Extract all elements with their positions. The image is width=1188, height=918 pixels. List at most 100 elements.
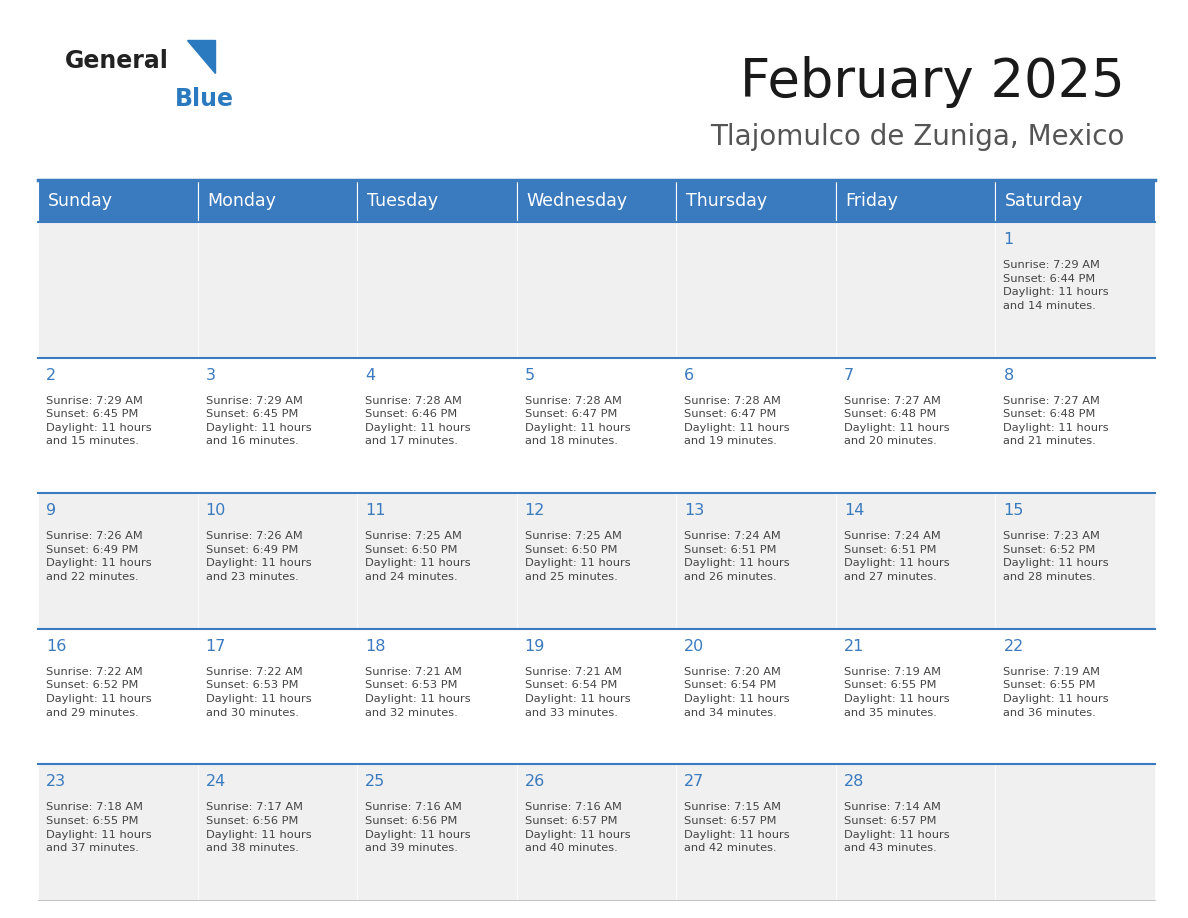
Text: 17: 17 bbox=[206, 639, 226, 654]
FancyBboxPatch shape bbox=[676, 629, 836, 765]
Text: Sunrise: 7:19 AM
Sunset: 6:55 PM
Daylight: 11 hours
and 36 minutes.: Sunrise: 7:19 AM Sunset: 6:55 PM Dayligh… bbox=[1004, 666, 1110, 718]
FancyBboxPatch shape bbox=[676, 222, 836, 358]
FancyBboxPatch shape bbox=[676, 180, 836, 222]
FancyBboxPatch shape bbox=[676, 765, 836, 900]
FancyBboxPatch shape bbox=[836, 629, 996, 765]
FancyBboxPatch shape bbox=[358, 222, 517, 358]
Text: 28: 28 bbox=[843, 775, 864, 789]
Text: 25: 25 bbox=[365, 775, 385, 789]
Text: 19: 19 bbox=[525, 639, 545, 654]
Text: 1: 1 bbox=[1004, 232, 1013, 247]
Text: Sunrise: 7:28 AM
Sunset: 6:46 PM
Daylight: 11 hours
and 17 minutes.: Sunrise: 7:28 AM Sunset: 6:46 PM Dayligh… bbox=[365, 396, 470, 446]
Text: Tlajomulco de Zuniga, Mexico: Tlajomulco de Zuniga, Mexico bbox=[710, 123, 1125, 151]
FancyBboxPatch shape bbox=[197, 493, 358, 629]
Text: 11: 11 bbox=[365, 503, 386, 518]
FancyBboxPatch shape bbox=[358, 493, 517, 629]
Text: 27: 27 bbox=[684, 775, 704, 789]
FancyBboxPatch shape bbox=[676, 358, 836, 493]
Text: 18: 18 bbox=[365, 639, 386, 654]
Text: Sunrise: 7:27 AM
Sunset: 6:48 PM
Daylight: 11 hours
and 20 minutes.: Sunrise: 7:27 AM Sunset: 6:48 PM Dayligh… bbox=[843, 396, 949, 446]
Text: 9: 9 bbox=[46, 503, 56, 518]
FancyBboxPatch shape bbox=[197, 765, 358, 900]
FancyBboxPatch shape bbox=[836, 180, 996, 222]
Text: Tuesday: Tuesday bbox=[367, 192, 438, 210]
FancyBboxPatch shape bbox=[996, 180, 1155, 222]
FancyBboxPatch shape bbox=[996, 222, 1155, 358]
FancyBboxPatch shape bbox=[197, 358, 358, 493]
FancyBboxPatch shape bbox=[38, 629, 197, 765]
FancyBboxPatch shape bbox=[836, 493, 996, 629]
FancyBboxPatch shape bbox=[38, 358, 197, 493]
Text: Sunrise: 7:25 AM
Sunset: 6:50 PM
Daylight: 11 hours
and 24 minutes.: Sunrise: 7:25 AM Sunset: 6:50 PM Dayligh… bbox=[365, 532, 470, 582]
Text: 6: 6 bbox=[684, 367, 695, 383]
Text: Monday: Monday bbox=[207, 192, 276, 210]
Text: Sunrise: 7:29 AM
Sunset: 6:45 PM
Daylight: 11 hours
and 16 minutes.: Sunrise: 7:29 AM Sunset: 6:45 PM Dayligh… bbox=[206, 396, 311, 446]
Text: 21: 21 bbox=[843, 639, 864, 654]
FancyBboxPatch shape bbox=[358, 629, 517, 765]
Text: 8: 8 bbox=[1004, 367, 1013, 383]
Text: 12: 12 bbox=[525, 503, 545, 518]
FancyBboxPatch shape bbox=[197, 222, 358, 358]
Text: Sunrise: 7:28 AM
Sunset: 6:47 PM
Daylight: 11 hours
and 19 minutes.: Sunrise: 7:28 AM Sunset: 6:47 PM Dayligh… bbox=[684, 396, 790, 446]
FancyBboxPatch shape bbox=[517, 358, 676, 493]
Polygon shape bbox=[187, 40, 215, 73]
FancyBboxPatch shape bbox=[996, 765, 1155, 900]
Text: Wednesday: Wednesday bbox=[526, 192, 627, 210]
FancyBboxPatch shape bbox=[996, 493, 1155, 629]
Text: Sunrise: 7:19 AM
Sunset: 6:55 PM
Daylight: 11 hours
and 35 minutes.: Sunrise: 7:19 AM Sunset: 6:55 PM Dayligh… bbox=[843, 666, 949, 718]
FancyBboxPatch shape bbox=[517, 180, 676, 222]
Text: Sunrise: 7:22 AM
Sunset: 6:53 PM
Daylight: 11 hours
and 30 minutes.: Sunrise: 7:22 AM Sunset: 6:53 PM Dayligh… bbox=[206, 666, 311, 718]
Text: Sunrise: 7:26 AM
Sunset: 6:49 PM
Daylight: 11 hours
and 22 minutes.: Sunrise: 7:26 AM Sunset: 6:49 PM Dayligh… bbox=[46, 532, 152, 582]
Text: Sunrise: 7:24 AM
Sunset: 6:51 PM
Daylight: 11 hours
and 26 minutes.: Sunrise: 7:24 AM Sunset: 6:51 PM Dayligh… bbox=[684, 532, 790, 582]
Text: Sunrise: 7:27 AM
Sunset: 6:48 PM
Daylight: 11 hours
and 21 minutes.: Sunrise: 7:27 AM Sunset: 6:48 PM Dayligh… bbox=[1004, 396, 1110, 446]
Text: 5: 5 bbox=[525, 367, 535, 383]
FancyBboxPatch shape bbox=[836, 222, 996, 358]
Text: Sunrise: 7:18 AM
Sunset: 6:55 PM
Daylight: 11 hours
and 37 minutes.: Sunrise: 7:18 AM Sunset: 6:55 PM Dayligh… bbox=[46, 802, 152, 853]
Text: Sunrise: 7:26 AM
Sunset: 6:49 PM
Daylight: 11 hours
and 23 minutes.: Sunrise: 7:26 AM Sunset: 6:49 PM Dayligh… bbox=[206, 532, 311, 582]
Text: Sunrise: 7:22 AM
Sunset: 6:52 PM
Daylight: 11 hours
and 29 minutes.: Sunrise: 7:22 AM Sunset: 6:52 PM Dayligh… bbox=[46, 666, 152, 718]
FancyBboxPatch shape bbox=[358, 358, 517, 493]
Text: 15: 15 bbox=[1004, 503, 1024, 518]
Text: 3: 3 bbox=[206, 367, 215, 383]
Text: Friday: Friday bbox=[846, 192, 898, 210]
Text: 2: 2 bbox=[46, 367, 56, 383]
FancyBboxPatch shape bbox=[197, 180, 358, 222]
Text: Sunrise: 7:25 AM
Sunset: 6:50 PM
Daylight: 11 hours
and 25 minutes.: Sunrise: 7:25 AM Sunset: 6:50 PM Dayligh… bbox=[525, 532, 631, 582]
Text: Sunrise: 7:16 AM
Sunset: 6:57 PM
Daylight: 11 hours
and 40 minutes.: Sunrise: 7:16 AM Sunset: 6:57 PM Dayligh… bbox=[525, 802, 631, 853]
Text: Sunrise: 7:23 AM
Sunset: 6:52 PM
Daylight: 11 hours
and 28 minutes.: Sunrise: 7:23 AM Sunset: 6:52 PM Dayligh… bbox=[1004, 532, 1110, 582]
Text: Sunrise: 7:24 AM
Sunset: 6:51 PM
Daylight: 11 hours
and 27 minutes.: Sunrise: 7:24 AM Sunset: 6:51 PM Dayligh… bbox=[843, 532, 949, 582]
FancyBboxPatch shape bbox=[836, 358, 996, 493]
Text: General: General bbox=[65, 49, 169, 73]
FancyBboxPatch shape bbox=[197, 629, 358, 765]
Text: 10: 10 bbox=[206, 503, 226, 518]
Text: Sunrise: 7:28 AM
Sunset: 6:47 PM
Daylight: 11 hours
and 18 minutes.: Sunrise: 7:28 AM Sunset: 6:47 PM Dayligh… bbox=[525, 396, 631, 446]
Text: Sunrise: 7:15 AM
Sunset: 6:57 PM
Daylight: 11 hours
and 42 minutes.: Sunrise: 7:15 AM Sunset: 6:57 PM Dayligh… bbox=[684, 802, 790, 853]
Text: Saturday: Saturday bbox=[1005, 192, 1083, 210]
FancyBboxPatch shape bbox=[358, 180, 517, 222]
Text: 16: 16 bbox=[46, 639, 67, 654]
FancyBboxPatch shape bbox=[996, 629, 1155, 765]
Text: Thursday: Thursday bbox=[685, 192, 767, 210]
Text: Sunrise: 7:17 AM
Sunset: 6:56 PM
Daylight: 11 hours
and 38 minutes.: Sunrise: 7:17 AM Sunset: 6:56 PM Dayligh… bbox=[206, 802, 311, 853]
Text: Sunrise: 7:29 AM
Sunset: 6:44 PM
Daylight: 11 hours
and 14 minutes.: Sunrise: 7:29 AM Sunset: 6:44 PM Dayligh… bbox=[1004, 260, 1110, 311]
Text: 20: 20 bbox=[684, 639, 704, 654]
Text: 14: 14 bbox=[843, 503, 864, 518]
Text: February 2025: February 2025 bbox=[740, 56, 1125, 108]
FancyBboxPatch shape bbox=[517, 222, 676, 358]
Text: 26: 26 bbox=[525, 775, 545, 789]
Text: Sunrise: 7:29 AM
Sunset: 6:45 PM
Daylight: 11 hours
and 15 minutes.: Sunrise: 7:29 AM Sunset: 6:45 PM Dayligh… bbox=[46, 396, 152, 446]
Text: 24: 24 bbox=[206, 775, 226, 789]
Text: 7: 7 bbox=[843, 367, 854, 383]
FancyBboxPatch shape bbox=[517, 629, 676, 765]
Text: 4: 4 bbox=[365, 367, 375, 383]
Text: Sunrise: 7:16 AM
Sunset: 6:56 PM
Daylight: 11 hours
and 39 minutes.: Sunrise: 7:16 AM Sunset: 6:56 PM Dayligh… bbox=[365, 802, 470, 853]
Text: Sunrise: 7:21 AM
Sunset: 6:53 PM
Daylight: 11 hours
and 32 minutes.: Sunrise: 7:21 AM Sunset: 6:53 PM Dayligh… bbox=[365, 666, 470, 718]
FancyBboxPatch shape bbox=[38, 493, 197, 629]
FancyBboxPatch shape bbox=[38, 765, 197, 900]
FancyBboxPatch shape bbox=[996, 358, 1155, 493]
FancyBboxPatch shape bbox=[836, 765, 996, 900]
Text: 13: 13 bbox=[684, 503, 704, 518]
FancyBboxPatch shape bbox=[38, 222, 197, 358]
Text: Sunday: Sunday bbox=[48, 192, 113, 210]
FancyBboxPatch shape bbox=[38, 180, 197, 222]
